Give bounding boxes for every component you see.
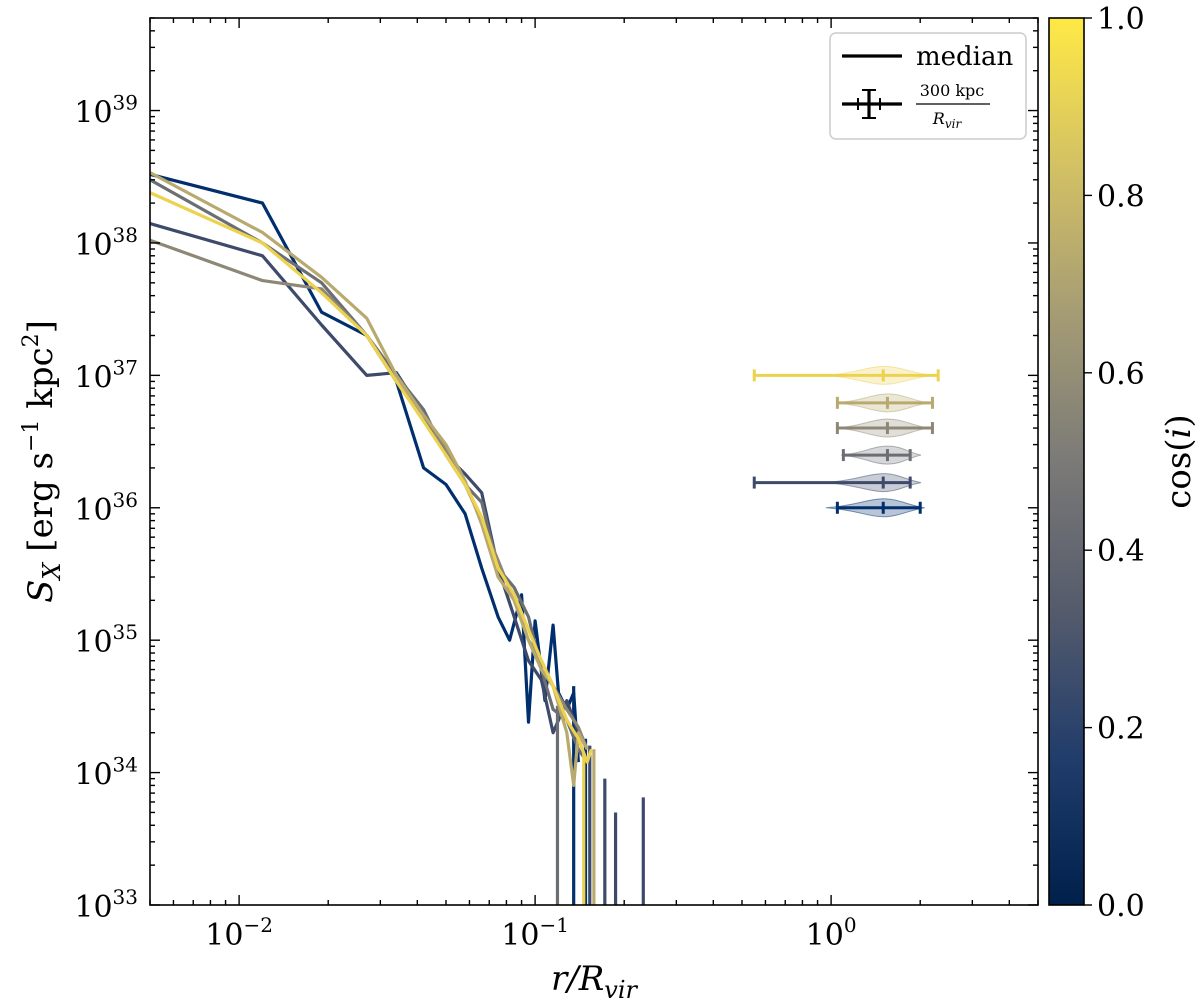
colorbar-tick-label: 0.4 xyxy=(1097,534,1145,569)
y-tick-label: 1037 xyxy=(74,355,138,395)
x-tick-label: 100 xyxy=(806,913,857,953)
colorbar-tick-label: 0.8 xyxy=(1097,179,1145,214)
legend: median 300 kpc Rvir xyxy=(829,32,1027,140)
median-line-series xyxy=(150,222,589,751)
median-line-series xyxy=(150,238,589,750)
legend-median-label: median xyxy=(916,42,1014,72)
colorbar-gradient xyxy=(1048,17,1085,906)
plot-frame xyxy=(149,17,1039,906)
legend-errbar-denominator: Rvir xyxy=(932,109,963,131)
x-tick-label: 10−1 xyxy=(501,913,569,953)
y-tick-label: 1035 xyxy=(74,620,138,660)
y-tick-label: 1039 xyxy=(74,91,138,131)
colorbar-tick-label: 0.0 xyxy=(1097,889,1145,924)
x-axis-label: r/Rvir xyxy=(551,959,639,1004)
y-tick-label: 1034 xyxy=(74,753,138,793)
colorbar-tick-label: 1.0 xyxy=(1097,2,1145,37)
colorbar-tick-label: 0.6 xyxy=(1097,357,1145,392)
legend-box xyxy=(829,32,1027,140)
y-tick-label: 1038 xyxy=(74,223,138,263)
y-axis-label: SX [erg s−1 kpc2] xyxy=(19,320,66,603)
median-line-series xyxy=(150,171,589,788)
series-layer xyxy=(150,171,940,905)
colorbar: 0.0 0.2 0.4 0.6 0.8 1.0 cos(i) xyxy=(1048,2,1199,924)
x-tick-label: 10−2 xyxy=(205,913,273,953)
legend-errbar-numerator: 300 kpc xyxy=(920,81,985,100)
y-tick-label: 1036 xyxy=(74,488,138,528)
axes-layer: 10−2 10−1 100 1033 1034 1035 1036 1037 1038 1039 r… xyxy=(19,17,1039,1004)
colorbar-label: cos(i) xyxy=(1159,414,1199,508)
median-line-series xyxy=(150,178,589,764)
median-line-series xyxy=(150,191,593,764)
y-tick-label: 1033 xyxy=(74,885,138,925)
colorbar-tick-label: 0.2 xyxy=(1097,712,1145,747)
